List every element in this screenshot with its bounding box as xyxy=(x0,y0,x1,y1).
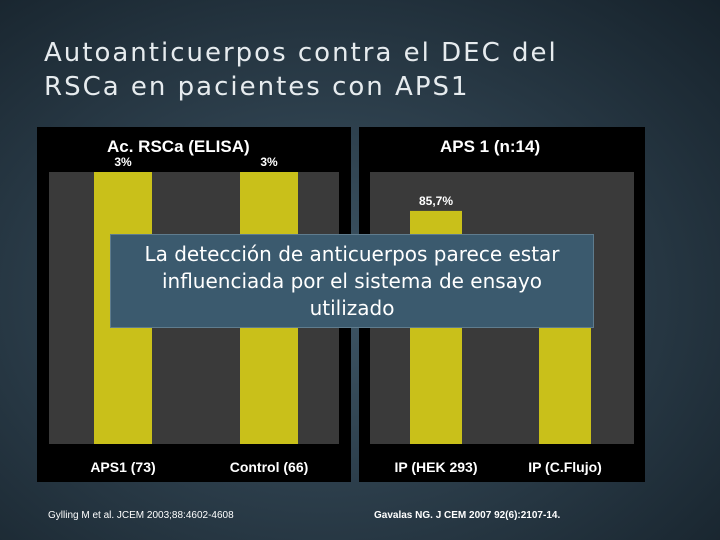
category-label-elisa-1: Control (66) xyxy=(230,459,309,475)
slide-title-line2: RSCa en pacientes con APS1 xyxy=(44,72,470,102)
data-label-elisa-1: 3% xyxy=(260,155,278,169)
data-label-aps1-0: 85,7% xyxy=(419,194,453,208)
citation-left: Gylling M et al. JCEM 2003;88:4602-4608 xyxy=(48,510,234,521)
slide-title: Autoanticuerpos contra el DEC del RSCa e… xyxy=(44,36,664,104)
category-label-aps1-1: IP (C.Flujo) xyxy=(528,459,602,475)
callout-text: La detección de anticuerpos parece estar… xyxy=(144,241,560,320)
citation-right: Gavalas NG. J CEM 2007 92(6):2107-14. xyxy=(374,510,561,521)
chart-title-elisa: Ac. RSCa (ELISA) xyxy=(107,137,250,156)
data-label-elisa-0: 3% xyxy=(114,155,132,169)
category-label-aps1-0: IP (HEK 293) xyxy=(395,459,478,475)
callout-box: La detección de anticuerpos parece estar… xyxy=(110,234,594,328)
category-label-elisa-0: APS1 (73) xyxy=(90,459,155,475)
slide-title-line1: Autoanticuerpos contra el DEC del xyxy=(44,38,558,68)
chart-title-aps1: APS 1 (n:14) xyxy=(440,137,541,156)
